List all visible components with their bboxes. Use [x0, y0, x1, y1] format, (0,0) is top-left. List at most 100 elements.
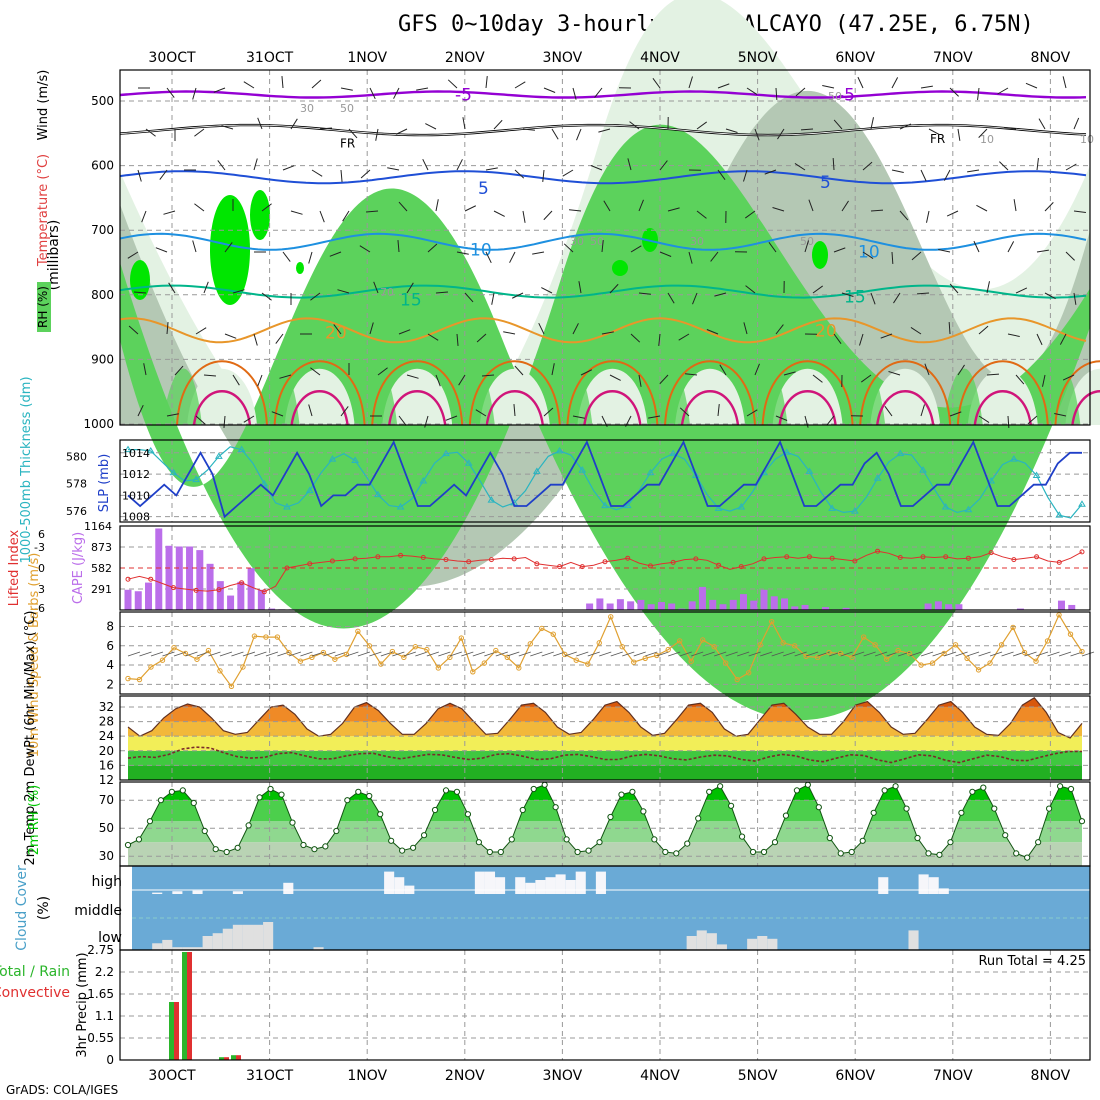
wind-barb — [668, 651, 681, 657]
cloud-high-bar — [172, 891, 183, 894]
li-point — [216, 587, 222, 593]
upper-wind-barb — [377, 367, 388, 376]
upper-wind-barb — [795, 87, 806, 97]
thickness-point — [192, 475, 201, 483]
cape-bar — [268, 608, 276, 610]
cape-bar — [657, 602, 665, 610]
rh-contour-label: 50 — [590, 235, 604, 248]
thickness-tick-label: 576 — [66, 505, 87, 518]
wind-speed-point — [171, 644, 177, 651]
isotherm-30 — [388, 390, 447, 426]
upper-wind-barb — [832, 157, 835, 171]
upper-wind-barb — [946, 210, 959, 217]
wind-barb — [920, 651, 934, 657]
rh2m-tick-label: 50 — [99, 821, 114, 835]
upper-frame — [119, 69, 1091, 426]
precip-total-bar — [231, 1055, 236, 1060]
upper-wind-barb — [416, 87, 429, 91]
upper-wind-barb — [522, 210, 526, 223]
upper-wind-barb — [253, 158, 258, 171]
isotherm-10 — [119, 232, 1087, 251]
wind-tick-label: 8 — [106, 619, 114, 633]
upper-level-tick-label: 800 — [91, 288, 114, 302]
li-point — [511, 556, 517, 562]
thickness-point — [532, 467, 541, 474]
wind-barb — [346, 651, 359, 657]
precip-legend-conv: Convective — [0, 985, 70, 1001]
rh2m-point — [431, 806, 439, 814]
upper-wind-barb — [794, 163, 806, 171]
thickness-point — [237, 445, 246, 453]
upper-wind-barb — [424, 415, 429, 428]
rh2m-band — [128, 800, 1082, 822]
rh2m-point — [530, 785, 537, 793]
isotherm-label: -5 — [455, 86, 472, 106]
rh-bright-patch — [130, 260, 150, 300]
upper-wind-barb — [290, 210, 303, 215]
upper-wind-barb — [532, 251, 545, 255]
thickness-ylabel: 1000-500mb Thickness (dm) — [19, 376, 34, 563]
temp-tick-label: 32 — [99, 700, 114, 714]
upper-wind-barb — [342, 210, 350, 222]
upper-wind-barb — [1042, 374, 1046, 387]
upper-wind-barb — [609, 374, 621, 381]
rh-surface-hump — [479, 368, 550, 425]
wind-speed-point — [1021, 649, 1028, 656]
rh2m-point — [289, 819, 296, 826]
wind-speed-point — [240, 664, 246, 670]
wind-speed-point — [1056, 612, 1062, 618]
upper-wind-barb — [999, 161, 1009, 171]
cloud-low-bar — [242, 924, 254, 950]
upper-wind-barb — [514, 169, 525, 179]
upper-wind-barb — [422, 158, 429, 171]
x-date-bottom-label: 1NOV — [347, 1068, 387, 1084]
upper-wind-barb — [1073, 117, 1080, 130]
thickness-point — [305, 486, 314, 494]
upper-wind-barb — [1044, 292, 1056, 300]
upper-wind-barb — [464, 292, 474, 303]
wind-speed-point — [918, 662, 924, 668]
upper-wind-barb — [860, 374, 872, 383]
isotherm-30 — [680, 390, 740, 426]
cloud-high-bar — [394, 877, 405, 894]
wind-speed-point — [860, 634, 867, 640]
upper-wind-barb — [978, 415, 990, 423]
cloud-high-bar — [384, 871, 395, 894]
temp-line — [127, 697, 1083, 739]
rh2m-tick-label: 70 — [99, 793, 114, 807]
wind-speed-point — [550, 631, 556, 637]
upper-wind-barb — [1015, 374, 1025, 385]
x-date-top-label: 8NOV — [1031, 50, 1071, 66]
upper-wind-barb — [725, 128, 738, 133]
cape-bar — [647, 604, 655, 610]
cape-bar — [739, 594, 747, 610]
temp-tick-label: 12 — [99, 773, 114, 787]
upper-wind-barb — [746, 409, 758, 417]
upper-wind-barb — [768, 241, 777, 253]
upper-wind-barb — [911, 251, 922, 261]
x-date-bottom-label: 6NOV — [835, 1068, 875, 1084]
upper-wind-barb — [743, 322, 748, 335]
isotherm-30 — [1071, 390, 1100, 426]
upper-wind-barb — [884, 405, 893, 417]
cloud-low-bar — [686, 936, 697, 950]
upper-wind-barb — [551, 363, 555, 376]
li-point — [943, 554, 949, 560]
rh2m-point — [1002, 832, 1009, 839]
rh2m-point — [1035, 839, 1042, 846]
wind-barb — [265, 651, 279, 657]
rh2m-point — [695, 815, 702, 822]
rh2m-point — [442, 787, 450, 794]
upper-wind-barb — [594, 87, 603, 98]
upper-wind-barb — [290, 118, 298, 130]
cloud-low-bar — [757, 936, 768, 950]
isotherm-30 — [192, 390, 252, 426]
upper-wind-barb — [688, 251, 693, 264]
upper-wind-barb — [551, 128, 559, 140]
upper-wind-barb — [221, 125, 234, 130]
wind-speed-point — [849, 654, 855, 661]
cape-bar — [165, 545, 173, 610]
thickness-point — [373, 490, 382, 498]
upper-wind-barb — [638, 199, 644, 212]
rh2m-point — [585, 847, 592, 854]
